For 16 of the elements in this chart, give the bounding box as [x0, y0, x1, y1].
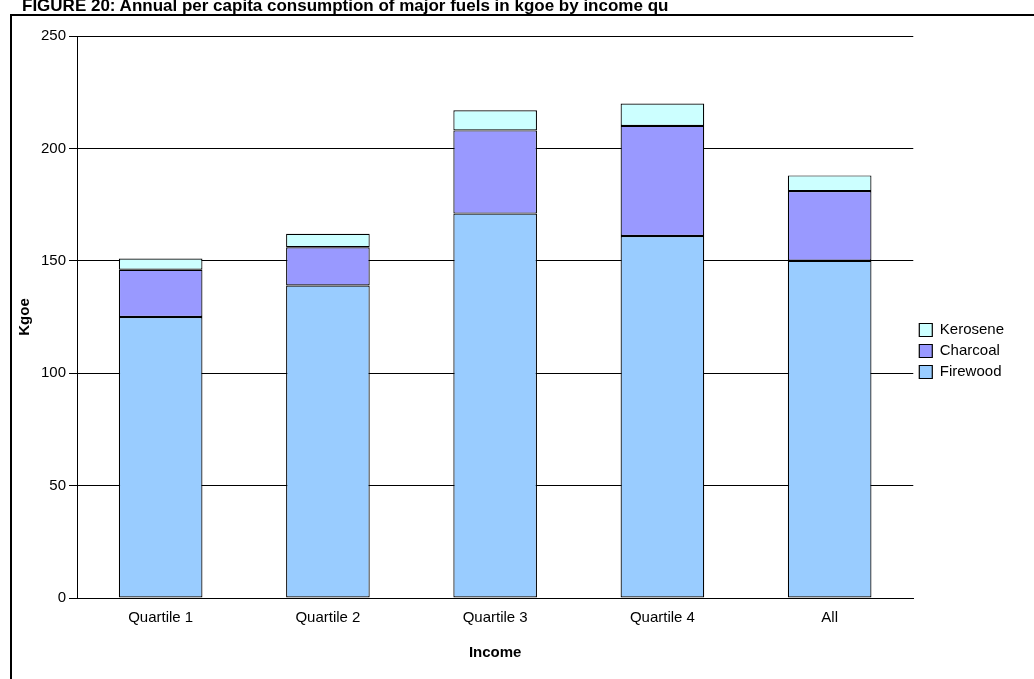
y-tick-label: 150	[41, 250, 67, 268]
x-tick-label: All	[821, 608, 838, 626]
y-axis-title: Kgoe	[15, 298, 33, 336]
x-tick-label: Quartile 4	[629, 608, 695, 626]
y-tick-label: 100	[41, 363, 67, 381]
x-tick-label: Quartile 1	[128, 608, 194, 626]
x-tick-label: Quartile 2	[295, 608, 361, 626]
legend-label: Kerosene	[939, 320, 1005, 338]
legend-label: Firewood	[939, 362, 1002, 380]
legend-label: Charcoal	[939, 341, 1000, 359]
x-axis-title: Income	[468, 643, 522, 661]
y-tick-label: 200	[41, 138, 67, 156]
x-tick-label: Quartile 3	[462, 608, 528, 626]
y-tick-label: 50	[49, 475, 67, 493]
y-tick-label: 0	[57, 588, 67, 606]
y-tick-label: 250	[41, 26, 67, 44]
